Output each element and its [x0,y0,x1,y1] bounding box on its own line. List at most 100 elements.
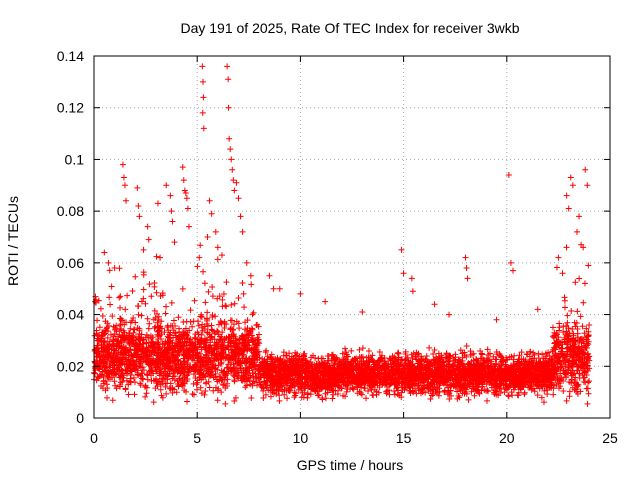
scatter-point [556,324,563,331]
scatter-point [246,377,253,384]
scatter-point [363,395,370,402]
scatter-point [365,347,372,354]
scatter-point [200,268,207,275]
scatter-point [127,325,134,332]
scatter-point [209,293,216,300]
scatter-point [129,288,136,295]
scatter-point [563,244,570,251]
scatter-point [140,376,147,383]
scatter-point [138,312,145,319]
scatter-point [484,346,491,353]
scatter-point [112,382,119,389]
scatter-point [231,398,238,405]
scatter-point [156,378,163,385]
scatter-point [220,291,227,298]
scatter-point [116,294,123,301]
scatter-point [584,400,591,407]
scatter-point [91,370,98,377]
scatter-point [124,292,131,299]
scatter-point [344,353,351,360]
scatter-point [123,377,130,384]
scatter-point [350,386,357,393]
scatter-point [224,376,231,383]
scatter-point [214,256,221,263]
scatter-point [446,396,453,403]
scatter-point [198,353,205,360]
scatter-point [118,327,125,334]
scatter-point [339,350,346,357]
scatter-point [204,329,211,336]
scatter-point [170,327,177,334]
scatter-point [97,305,104,312]
scatter-point [386,387,393,394]
scatter-point [153,253,160,260]
scatter-point [179,285,186,292]
scatter-point [202,388,209,395]
scatter-point [195,322,202,329]
scatter-point [356,346,363,353]
scatter-point [227,325,234,332]
scatter-point [231,300,238,307]
scatter-point [117,379,124,386]
scatter-point [216,377,223,384]
scatter-point [106,267,113,274]
scatter-point [563,397,570,404]
scatter-point [368,386,375,393]
scatter-point [448,392,455,399]
scatter-point [197,313,204,320]
scatter-point [564,312,571,319]
scatter-point [142,300,149,307]
scatter-point [569,326,576,333]
scatter-point [215,385,222,392]
scatter-point [170,317,177,324]
scatter-point [412,353,419,360]
scatter-point [149,339,156,346]
scatter-point [248,281,255,288]
scatter-point [240,290,247,297]
scatter-point [117,293,124,300]
scatter-point [586,378,593,385]
scatter-point [359,345,366,352]
scatter-point [509,392,516,399]
scatter-point [120,327,127,334]
scatter-point [117,315,124,322]
scatter-point [463,342,470,349]
scatter-point [212,313,219,320]
scatter-point [243,382,250,389]
scatter-point [236,325,243,332]
scatter-point [106,294,113,301]
scatter-point [280,349,287,356]
scatter-point [198,390,205,397]
scatter-point [137,360,144,367]
scatter-point [435,392,442,399]
scatter-point [300,394,307,401]
scatter-point [576,275,583,282]
scatter-point [206,384,213,391]
scatter-point [168,299,175,306]
scatter-point [111,378,118,385]
scatter-point [151,283,158,290]
scatter-point [521,391,528,398]
scatter-point [140,286,147,293]
scatter-point [194,386,201,393]
scatter-point [185,353,192,360]
scatter-point [228,301,235,308]
scatter-point [284,395,291,402]
scatter-point [140,295,147,302]
scatter-point [564,319,571,326]
scatter-point [132,273,139,280]
scatter-point [579,323,586,330]
scatter-point [242,319,249,326]
scatter-point [256,361,263,368]
scatter-point [209,284,216,291]
scatter-point [511,352,518,359]
scatter-point [130,374,137,381]
scatter-point [585,390,592,397]
scatter-point [144,315,151,322]
scatter-point [192,335,199,342]
scatter-point [94,317,101,324]
scatter-point [104,394,111,401]
scatter-point [200,371,207,378]
